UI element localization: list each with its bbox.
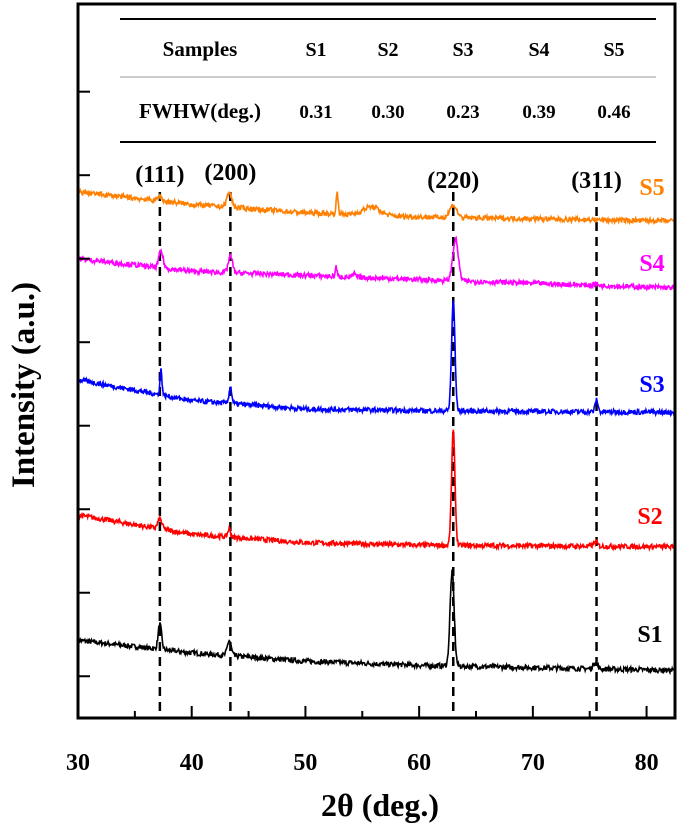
plot-area: (111) (200) (220) (311) S1 S2 S3 S4 S5 [77,160,676,718]
series-S5-line [77,187,676,226]
reflection-label: (200) [204,160,256,186]
series-S3-line [77,300,676,418]
series-label-S1: S1 [637,622,662,648]
series-label-S2: S2 [637,504,662,530]
table-header-label: Samples [163,37,238,61]
x-tick-label: 70 [521,750,545,776]
x-tick-label: 60 [407,750,431,776]
series-label-S5: S5 [639,175,664,201]
table-row-label: FWHW(deg.) [139,99,261,123]
table-header-sample: S2 [377,39,398,61]
x-tick-label: 80 [635,750,659,776]
plot-frame [76,2,677,720]
table-fwhm-value: 0.46 [597,102,630,123]
table-header-sample: S5 [603,39,624,61]
table-header-sample: S4 [528,39,549,61]
axis-ticks: 30 40 50 60 70 80 [66,90,659,776]
reflection-label: (311) [571,168,622,194]
table-fwhm-value: 0.30 [371,102,404,123]
table-header-sample: S3 [452,39,473,61]
series-label-S4: S4 [639,251,664,277]
x-tick-label: 30 [66,750,90,776]
table-fwhm-value: 0.31 [299,102,332,123]
table-fwhm-value: 0.23 [446,102,479,123]
fwhm-table: Samples S1 S2 S3 S4 S5 FWHW(deg.) 0.31 0.30 0.23 0… [120,18,656,143]
series-S4-line [77,235,676,292]
table-header-sample: S1 [305,39,326,61]
series-S1-line [77,569,676,676]
y-axis-label: Intensity (a.u.) [6,282,42,488]
series-label-S3: S3 [639,372,664,398]
x-axis-label: 2θ (deg.) [321,787,439,823]
reflection-label: (111) [135,162,184,188]
table-fwhm-value: 0.39 [522,102,555,123]
reflection-label: (220) [427,168,479,194]
series-S2-line [77,429,676,552]
x-tick-label: 40 [180,750,204,776]
x-tick-label: 50 [293,750,317,776]
